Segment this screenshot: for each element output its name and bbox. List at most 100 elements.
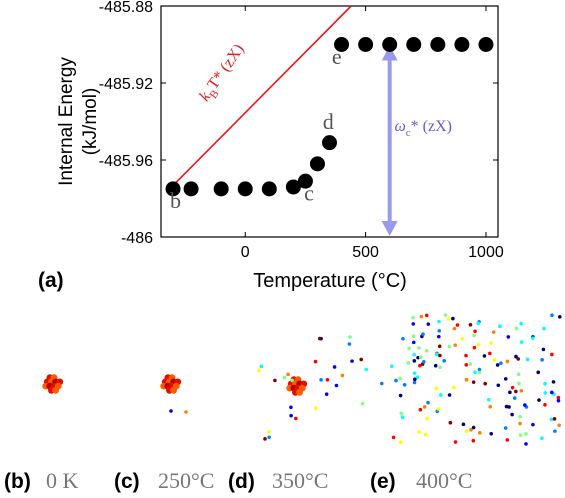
data-point [322, 135, 337, 151]
atom [423, 432, 428, 437]
atom [422, 405, 427, 409]
data-point [406, 37, 422, 52]
atom [505, 438, 510, 442]
omega-annotation: ωc* (zX) [394, 118, 452, 139]
atom [442, 359, 446, 363]
atom [398, 440, 403, 444]
atom [424, 349, 429, 353]
point-label-b: b [170, 188, 181, 213]
atom [443, 313, 448, 317]
atom [313, 359, 318, 364]
atom [468, 323, 473, 327]
atom [421, 332, 425, 336]
atom [437, 319, 441, 324]
atom [496, 383, 501, 388]
y-axis-label-line2: (kJ/mol) [80, 88, 101, 156]
atom [523, 403, 527, 407]
atom [464, 429, 469, 434]
scattered-atoms-350c [257, 335, 398, 441]
atom [418, 363, 422, 368]
y-tick-label: -486 [121, 230, 153, 247]
atom [550, 352, 554, 357]
y-axis: -486 -485.96 -485.92 -485.88 [99, 0, 498, 247]
data-point [237, 181, 253, 197]
snapshot-c: (c) 250°C [114, 374, 214, 493]
annotation-symbol: ω [394, 118, 405, 135]
atom [417, 346, 421, 350]
atom [391, 435, 396, 440]
atom [412, 380, 417, 385]
snapshot-panels: (b) 0 K (c) 250°C (d) 350°C (e) 400°C [4, 313, 562, 493]
y-tick-label: -485.96 [99, 153, 153, 170]
atom [406, 361, 411, 365]
snapshot-caption-e: 400°C [416, 468, 472, 493]
atom [557, 423, 561, 428]
atom [499, 361, 503, 365]
atom [508, 390, 512, 395]
atom [411, 334, 416, 339]
atom [434, 386, 439, 391]
atom [389, 364, 394, 369]
atom [398, 376, 402, 381]
atom [471, 438, 476, 443]
snapshot-label-e: (e) [370, 470, 396, 493]
data-point [309, 156, 325, 172]
atom [412, 371, 417, 375]
atom [557, 315, 562, 319]
atom [400, 415, 405, 420]
atom [517, 381, 521, 386]
atom [334, 383, 339, 388]
x-axis-label: Temperature (°C) [253, 270, 407, 292]
annotation-rest: T* (zX) [204, 41, 247, 93]
atom [448, 420, 453, 425]
atom [524, 442, 528, 446]
atom [519, 340, 524, 344]
snapshot-caption-c: 250°C [158, 468, 214, 493]
scattered-atoms-400c [398, 313, 562, 446]
y-tick-label: -485.92 [99, 76, 153, 93]
atom [536, 370, 541, 375]
snapshot-e: (e) 400°C [370, 313, 562, 493]
atom [537, 398, 541, 402]
atom [401, 336, 405, 341]
atom [453, 343, 458, 347]
data-point [297, 173, 313, 189]
atom [319, 378, 323, 382]
atom [516, 372, 521, 377]
atom [453, 440, 458, 444]
atom [514, 354, 518, 359]
atom [447, 393, 452, 397]
snapshot-d: (d) 350°C [228, 335, 398, 493]
atom [531, 336, 535, 340]
atom [289, 405, 293, 410]
atom [553, 429, 557, 433]
atom [550, 313, 554, 318]
atom [504, 404, 509, 409]
atom [359, 357, 364, 362]
arrow-head-top [381, 45, 398, 61]
snapshot-b: (b) 0 K [4, 374, 79, 493]
atom [447, 344, 452, 349]
atom [259, 364, 264, 368]
atom [460, 337, 465, 341]
data-points [165, 37, 494, 197]
atom [421, 360, 426, 364]
point-label-e: e [332, 44, 342, 69]
x-axis: 0 500 1000 [241, 6, 504, 261]
atom [398, 393, 403, 398]
atom [419, 314, 424, 319]
atom [519, 388, 524, 393]
atom [407, 346, 411, 351]
atom [489, 341, 493, 345]
atom [296, 388, 303, 396]
panel-label-a: (a) [38, 269, 64, 292]
atom [438, 365, 442, 370]
atom [286, 372, 290, 377]
x-tick-label: 500 [352, 244, 379, 261]
atom [476, 321, 480, 326]
atom [518, 414, 522, 419]
atom [436, 407, 441, 411]
atom [471, 380, 476, 384]
atom [505, 359, 510, 364]
atom [411, 322, 416, 326]
